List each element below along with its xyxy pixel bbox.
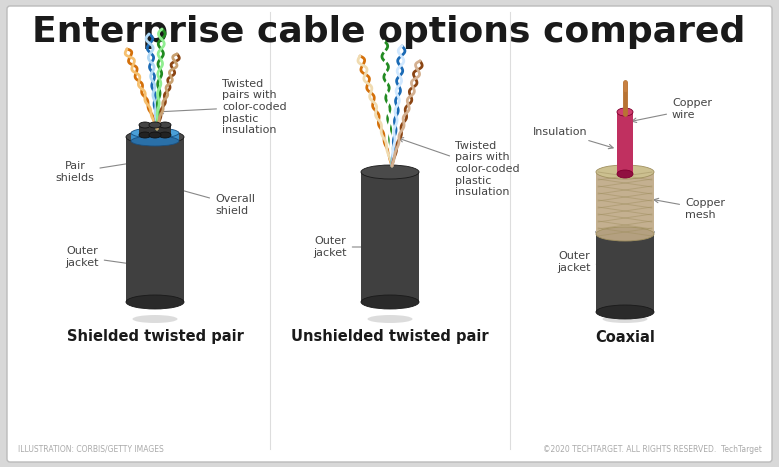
Ellipse shape (596, 165, 654, 179)
Ellipse shape (361, 295, 419, 309)
Ellipse shape (596, 305, 654, 319)
Ellipse shape (139, 122, 151, 128)
Ellipse shape (131, 136, 179, 146)
Ellipse shape (126, 130, 184, 144)
Ellipse shape (596, 227, 654, 241)
Text: Insulation: Insulation (533, 127, 613, 149)
Text: Twisted
pairs with
color-coded
plastic
insulation: Twisted pairs with color-coded plastic i… (159, 79, 287, 135)
Text: Copper
mesh: Copper mesh (654, 198, 725, 220)
Ellipse shape (361, 165, 419, 179)
Bar (617, 112, 633, 174)
Text: Unshielded twisted pair: Unshielded twisted pair (291, 330, 488, 345)
Ellipse shape (131, 128, 179, 138)
Ellipse shape (126, 295, 184, 309)
Ellipse shape (602, 315, 647, 323)
Text: Outer
jacket: Outer jacket (313, 236, 384, 258)
Ellipse shape (139, 132, 151, 138)
Ellipse shape (149, 132, 161, 138)
Ellipse shape (617, 108, 633, 116)
Text: Twisted
pairs with
color-coded
plastic
insulation: Twisted pairs with color-coded plastic i… (399, 138, 520, 197)
Ellipse shape (159, 122, 171, 128)
Ellipse shape (149, 122, 161, 128)
Bar (139, 125, 151, 135)
Ellipse shape (368, 315, 413, 323)
Text: Coaxial: Coaxial (595, 330, 655, 345)
Ellipse shape (132, 315, 178, 323)
FancyBboxPatch shape (7, 6, 772, 462)
Ellipse shape (159, 132, 171, 138)
Bar (149, 125, 161, 135)
Bar (596, 232, 654, 312)
Bar (131, 133, 179, 141)
Text: Outer
jacket: Outer jacket (65, 246, 149, 268)
Text: Outer
jacket: Outer jacket (557, 251, 621, 273)
Text: ILLUSTRATION: CORBIS/GETTY IMAGES: ILLUSTRATION: CORBIS/GETTY IMAGES (18, 445, 164, 453)
Bar (361, 172, 419, 302)
Text: Pair
shields: Pair shields (55, 161, 134, 183)
Text: ©2020 TECHTARGET. ALL RIGHTS RESERVED.  TechTarget: ©2020 TECHTARGET. ALL RIGHTS RESERVED. T… (543, 445, 762, 453)
Ellipse shape (596, 225, 654, 239)
Text: Overall
shield: Overall shield (174, 187, 255, 216)
Text: Copper
wire: Copper wire (632, 98, 712, 122)
Text: Shielded twisted pair: Shielded twisted pair (66, 330, 243, 345)
Text: Enterprise cable options compared: Enterprise cable options compared (32, 15, 746, 49)
Bar (126, 137, 184, 302)
Bar (596, 172, 654, 234)
Ellipse shape (617, 170, 633, 178)
Bar (159, 125, 171, 135)
